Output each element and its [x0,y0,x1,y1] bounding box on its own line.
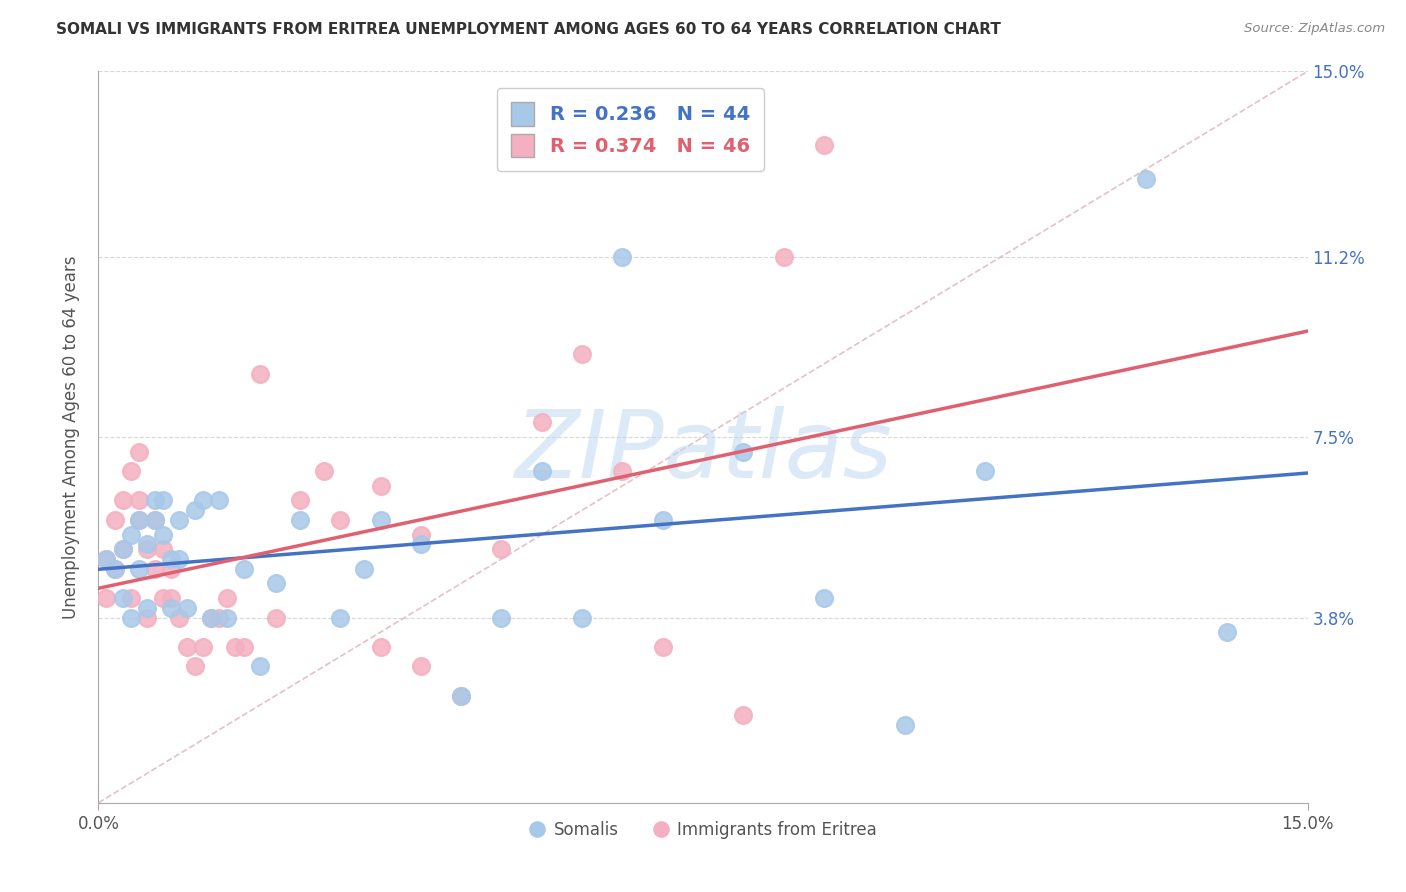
Point [111,542,134,557]
Point [450,689,472,703]
Point [200,610,222,624]
Text: SOMALI VS IMMIGRANTS FROM ERITREA UNEMPLOYMENT AMONG AGES 60 TO 64 YEARS CORRELA: SOMALI VS IMMIGRANTS FROM ERITREA UNEMPL… [56,22,1001,37]
Point [184,503,207,517]
Point [232,640,254,654]
Text: ZIPatlas: ZIPatlas [515,406,891,497]
Point [217,591,239,605]
Point [249,659,271,673]
Point [612,464,634,478]
Point [167,552,190,566]
Point [224,640,246,654]
Point [733,444,755,458]
Point [184,659,207,673]
Point [232,562,254,576]
Point [120,464,142,478]
Point [370,513,392,527]
Point [176,640,198,654]
Point [200,610,222,624]
Point [96,552,118,566]
Point [160,552,183,566]
Legend: Somalis, Immigrants from Eritrea: Somalis, Immigrants from Eritrea [522,814,884,846]
Point [152,527,174,541]
Point [571,610,593,624]
Point [571,347,593,361]
Point [353,562,375,576]
Point [530,464,553,478]
Point [128,513,150,527]
Point [120,610,142,624]
Point [1216,625,1239,640]
Point [176,600,198,615]
Point [128,562,150,576]
Point [111,542,134,557]
Point [530,416,553,430]
Point [143,513,166,527]
Point [208,610,231,624]
Point [409,527,432,541]
Point [288,513,311,527]
Point [160,562,183,576]
Point [264,576,287,591]
Point [264,610,287,624]
Point [193,493,215,508]
Point [111,591,134,605]
Point [733,708,755,723]
Text: Source: ZipAtlas.com: Source: ZipAtlas.com [1244,22,1385,36]
Point [193,640,215,654]
Point [160,600,183,615]
Point [128,513,150,527]
Point [128,444,150,458]
Point [96,591,118,605]
Point [135,542,157,557]
Point [167,513,190,527]
Point [612,250,634,264]
Point [813,591,835,605]
Point [370,640,392,654]
Point [135,537,157,551]
Point [103,562,125,576]
Point [143,513,166,527]
Point [249,367,271,381]
Point [152,542,174,557]
Point [111,493,134,508]
Point [813,137,835,152]
Point [143,493,166,508]
Point [651,640,673,654]
Point [120,591,142,605]
Point [450,689,472,703]
Point [651,513,673,527]
Point [491,542,513,557]
Point [128,493,150,508]
Point [329,610,352,624]
Point [96,552,118,566]
Point [120,527,142,541]
Y-axis label: Unemployment Among Ages 60 to 64 years: Unemployment Among Ages 60 to 64 years [62,255,80,619]
Point [160,591,183,605]
Point [143,562,166,576]
Point [329,513,352,527]
Point [217,610,239,624]
Point [167,610,190,624]
Point [409,659,432,673]
Point [103,513,125,527]
Point [409,537,432,551]
Point [314,464,336,478]
Point [491,610,513,624]
Point [208,493,231,508]
Point [103,562,125,576]
Point [152,591,174,605]
Point [893,718,915,732]
Point [1135,171,1157,186]
Point [288,493,311,508]
Point [135,610,157,624]
Point [772,250,794,264]
Point [135,600,157,615]
Point [152,493,174,508]
Point [974,464,997,478]
Point [370,479,392,493]
